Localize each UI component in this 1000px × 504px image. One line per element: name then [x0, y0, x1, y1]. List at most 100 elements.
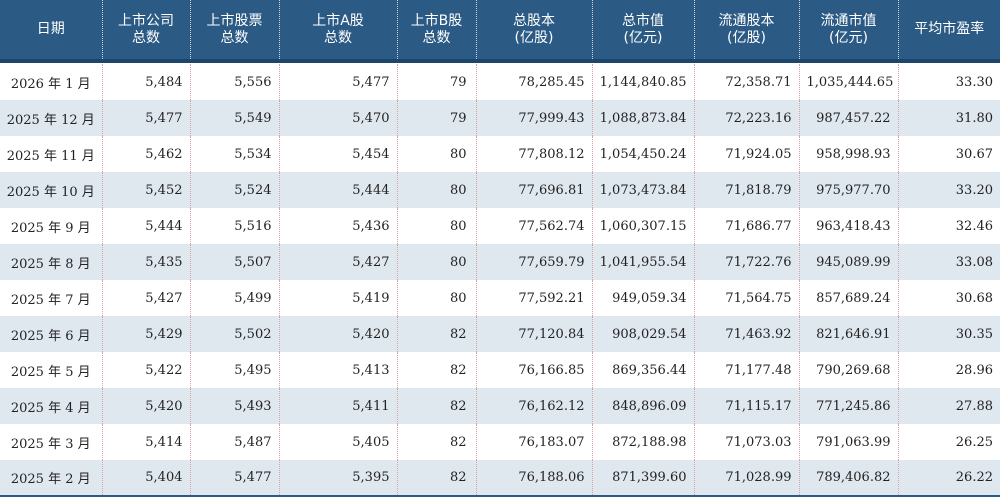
- cell-date: 2025 年 9 月: [0, 208, 103, 244]
- cell-date: 2026 年 1 月: [0, 64, 103, 100]
- cell-date: 2025 年 7 月: [0, 280, 103, 316]
- cell-total-market-value: 869,356.44: [592, 352, 695, 388]
- header-circulating-market-value: 流通市值 (亿元): [799, 0, 899, 63]
- table-row: 2025 年 6 月 5,429 5,502 5,420 82 77,120.84 908,…: [0, 316, 1000, 352]
- cell-listed-stocks: 5,487: [190, 424, 280, 460]
- table-row: 2025 年 7 月 5,427 5,499 5,419 80 77,592.21 949,…: [0, 280, 1000, 316]
- spacer-cell: [0, 61, 1000, 64]
- cell-listed-b-shares: 80: [397, 136, 477, 172]
- cell-date: 2025 年 2 月: [0, 460, 103, 497]
- cell-average-pe-ratio: 27.88: [898, 388, 1000, 424]
- header-label: 上市A股: [312, 12, 364, 29]
- cell-circulating-shares: 71,073.03: [694, 424, 800, 460]
- table-row: 2025 年 9 月 5,444 5,516 5,436 80 77,562.74 1,06…: [0, 208, 1000, 244]
- cell-total-share-capital: 77,808.12: [476, 136, 593, 172]
- cell-total-share-capital: 77,999.43: [476, 100, 593, 136]
- cell-circulating-market-value: 958,998.93: [799, 136, 899, 172]
- header-listed-stocks: 上市股票 总数: [190, 0, 280, 63]
- header-listed-b-shares: 上市B股 总数: [397, 0, 477, 63]
- cell-listed-a-shares: 5,419: [279, 280, 398, 316]
- header-label: 总市值: [622, 12, 664, 29]
- cell-total-market-value: 949,059.34: [592, 280, 695, 316]
- header-label: 总数: [422, 29, 451, 46]
- cell-listed-companies: 5,484: [102, 64, 191, 100]
- cell-total-market-value: 1,054,450.24: [592, 136, 695, 172]
- cell-circulating-market-value: 945,089.99: [799, 244, 899, 280]
- cell-listed-stocks: 5,556: [190, 64, 280, 100]
- cell-listed-stocks: 5,493: [190, 388, 280, 424]
- table-row: 2026 年 1 月 5,484 5,556 5,477 79 78,285.45 1,14…: [0, 64, 1000, 100]
- header-label: 平均市盈率: [914, 21, 985, 37]
- header-label: 流通股本: [718, 12, 775, 29]
- cell-listed-b-shares: 82: [397, 424, 477, 460]
- header-total-market-value: 总市值 (亿元): [592, 0, 695, 63]
- cell-listed-a-shares: 5,405: [279, 424, 398, 460]
- table-row: 2025 年 10 月 5,452 5,524 5,444 80 77,696.81 1,0…: [0, 172, 1000, 208]
- cell-listed-b-shares: 80: [397, 280, 477, 316]
- cell-listed-companies: 5,444: [102, 208, 191, 244]
- cell-total-share-capital: 78,285.45: [476, 64, 593, 100]
- cell-listed-a-shares: 5,454: [279, 136, 398, 172]
- cell-listed-a-shares: 5,444: [279, 172, 398, 208]
- cell-circulating-shares: 71,177.48: [694, 352, 800, 388]
- header-label: 总数: [132, 29, 160, 46]
- table-row: 2025 年 4 月 5,420 5,493 5,411 82 76,162.12 848,…: [0, 388, 1000, 424]
- cell-average-pe-ratio: 30.68: [898, 280, 1000, 316]
- cell-total-share-capital: 77,696.81: [476, 172, 593, 208]
- cell-circulating-shares: 71,818.79: [694, 172, 800, 208]
- cell-average-pe-ratio: 33.30: [898, 64, 1000, 100]
- header-label: 上市股票: [206, 12, 263, 29]
- cell-listed-a-shares: 5,420: [279, 316, 398, 352]
- cell-total-market-value: 1,088,873.84: [592, 100, 695, 136]
- cell-total-market-value: 1,060,307.15: [592, 208, 695, 244]
- cell-listed-a-shares: 5,427: [279, 244, 398, 280]
- table-row: 2025 年 12 月 5,477 5,549 5,470 79 77,999.43 1,0…: [0, 100, 1000, 136]
- cell-average-pe-ratio: 26.25: [898, 424, 1000, 460]
- cell-total-share-capital: 77,592.21: [476, 280, 593, 316]
- cell-date: 2025 年 12 月: [0, 100, 103, 136]
- header-label: 总数: [220, 29, 249, 46]
- cell-listed-b-shares: 79: [397, 100, 477, 136]
- header-circulating-shares: 流通股本 (亿股): [694, 0, 800, 63]
- header-label: 上市公司: [118, 12, 174, 29]
- cell-total-market-value: 1,144,840.85: [592, 64, 695, 100]
- header-label: (亿股): [514, 29, 554, 46]
- header-listed-a-shares: 上市A股 总数: [279, 0, 398, 63]
- cell-total-share-capital: 76,166.85: [476, 352, 593, 388]
- cell-circulating-market-value: 790,269.68: [799, 352, 899, 388]
- cell-listed-companies: 5,477: [102, 100, 191, 136]
- cell-circulating-shares: 71,564.75: [694, 280, 800, 316]
- cell-listed-companies: 5,422: [102, 352, 191, 388]
- cell-listed-b-shares: 80: [397, 172, 477, 208]
- table-row: 2025 年 3 月 5,414 5,487 5,405 82 76,183.07 872,…: [0, 424, 1000, 460]
- cell-average-pe-ratio: 30.35: [898, 316, 1000, 352]
- cell-listed-b-shares: 82: [397, 460, 477, 497]
- cell-listed-stocks: 5,549: [190, 100, 280, 136]
- cell-total-market-value: 871,399.60: [592, 460, 695, 497]
- table-body: 2026 年 1 月 5,484 5,556 5,477 79 78,285.45 1,14…: [0, 61, 1000, 497]
- cell-circulating-market-value: 789,406.82: [799, 460, 899, 497]
- cell-listed-b-shares: 80: [397, 244, 477, 280]
- cell-total-market-value: 1,041,955.54: [592, 244, 695, 280]
- cell-listed-companies: 5,452: [102, 172, 191, 208]
- cell-listed-companies: 5,404: [102, 460, 191, 497]
- cell-listed-stocks: 5,524: [190, 172, 280, 208]
- table-row: 2025 年 8 月 5,435 5,507 5,427 80 77,659.79 1,04…: [0, 244, 1000, 280]
- cell-listed-stocks: 5,507: [190, 244, 280, 280]
- cell-average-pe-ratio: 30.67: [898, 136, 1000, 172]
- cell-date: 2025 年 4 月: [0, 388, 103, 424]
- cell-listed-stocks: 5,502: [190, 316, 280, 352]
- cell-listed-companies: 5,429: [102, 316, 191, 352]
- table-row: 2025 年 11 月 5,462 5,534 5,454 80 77,808.12 1,0…: [0, 136, 1000, 172]
- cell-date: 2025 年 3 月: [0, 424, 103, 460]
- cell-listed-b-shares: 80: [397, 208, 477, 244]
- cell-average-pe-ratio: 28.96: [898, 352, 1000, 388]
- table-row: 2025 年 5 月 5,422 5,495 5,413 82 76,166.85 869,…: [0, 352, 1000, 388]
- cell-listed-companies: 5,462: [102, 136, 191, 172]
- cell-circulating-market-value: 1,035,444.65: [799, 64, 899, 100]
- cell-circulating-shares: 71,463.92: [694, 316, 800, 352]
- cell-total-market-value: 1,073,473.84: [592, 172, 695, 208]
- cell-average-pe-ratio: 26.22: [898, 460, 1000, 497]
- cell-circulating-shares: 72,223.16: [694, 100, 800, 136]
- cell-date: 2025 年 11 月: [0, 136, 103, 172]
